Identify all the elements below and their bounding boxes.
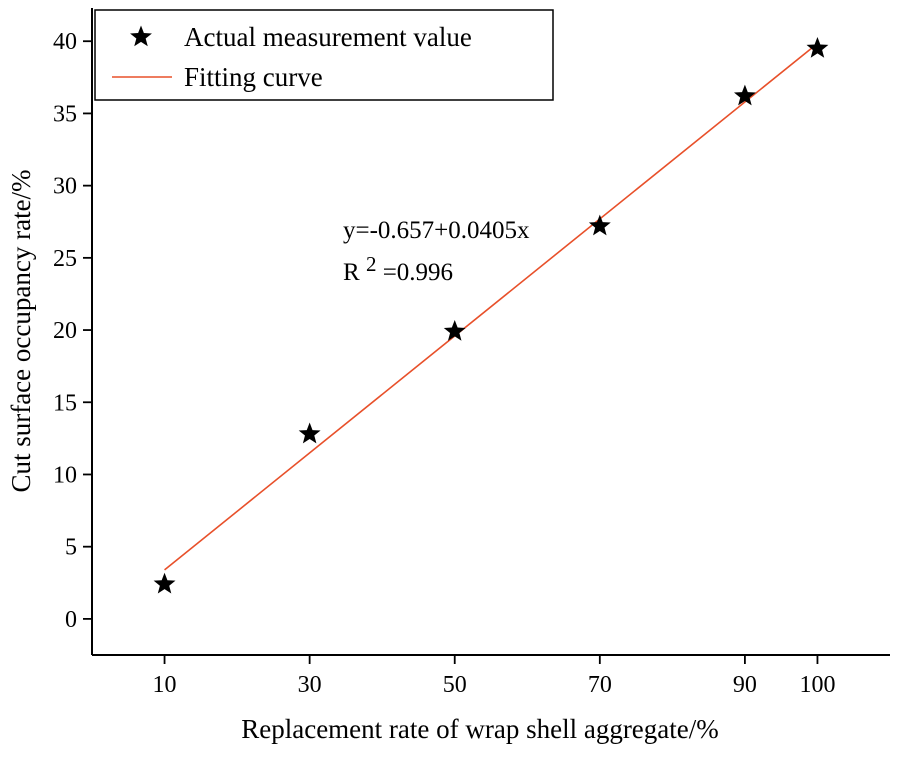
r-squared-base: R: [343, 259, 360, 286]
x-tick-label: 10: [153, 672, 177, 698]
y-axis-label: Cut surface occupancy rate/%: [6, 169, 36, 492]
data-point-star: [733, 84, 756, 106]
r-squared-value: =0.996: [383, 259, 453, 286]
x-tick-label: 70: [588, 672, 612, 698]
fitting-curve-line: [164, 42, 818, 571]
data-point-star: [298, 422, 321, 444]
legend: Actual measurement value Fitting curve: [94, 9, 554, 101]
y-tick-label: 20: [53, 318, 77, 344]
fit-equation-annotation: y=-0.657+0.0405x: [343, 217, 530, 244]
legend-box: [94, 9, 554, 101]
x-tick-label: 30: [298, 672, 322, 698]
data-point-star: [443, 320, 466, 341]
x-axis-label: Replacement rate of wrap shell aggregate…: [241, 714, 719, 744]
data-point-star: [806, 36, 829, 58]
y-tick-label: 40: [53, 29, 77, 55]
legend-label-measurement: Actual measurement value: [184, 22, 472, 52]
plot-area: 10 30 50 70 90 100 0 5 10 15 20 25 30 35 40: [53, 8, 890, 698]
x-tick-label: 50: [443, 672, 467, 698]
y-tick-label: 30: [53, 174, 77, 200]
legend-label-fitting: Fitting curve: [184, 62, 323, 92]
legend-star-marker: [130, 25, 152, 47]
y-tick-label: 15: [53, 390, 77, 416]
y-tick-label: 5: [65, 535, 77, 561]
r-squared-superscript: 2: [366, 252, 377, 276]
y-tick-label: 10: [53, 462, 77, 488]
y-tick-label: 35: [53, 101, 77, 127]
x-tick-label: 90: [733, 672, 757, 698]
y-tick-label: 0: [65, 607, 77, 633]
data-point-star: [153, 572, 176, 594]
y-tick-label: 25: [53, 246, 77, 272]
data-point-star: [588, 214, 611, 236]
x-tick-label: 100: [799, 672, 835, 698]
r-squared-annotation: R 2 =0.996: [343, 250, 453, 286]
